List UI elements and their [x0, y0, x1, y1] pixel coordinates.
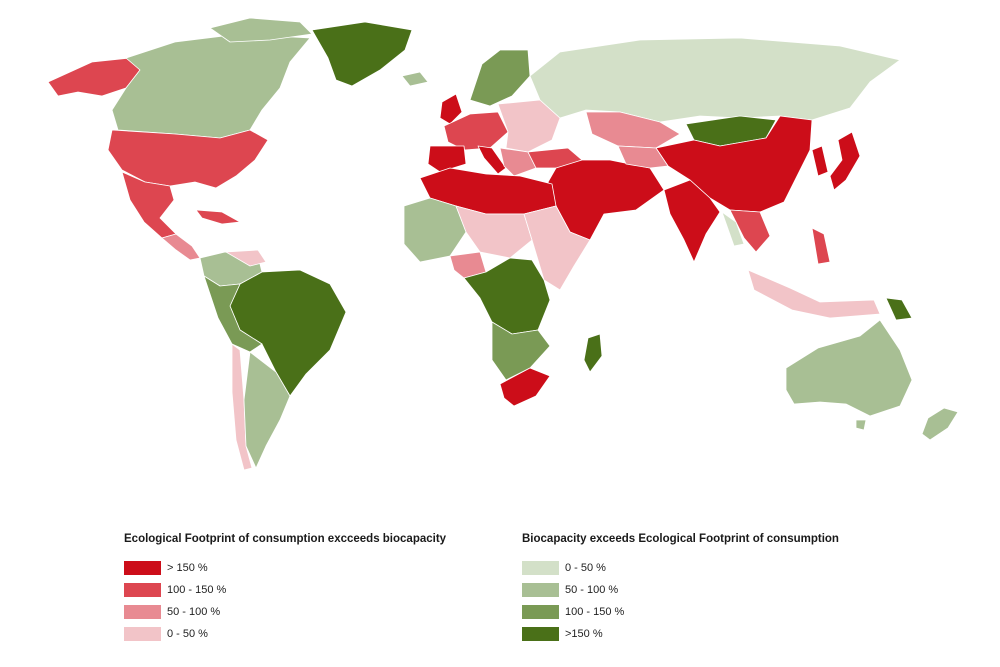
region-venezuela-north	[225, 249, 267, 267]
region-australia	[785, 319, 913, 417]
region-south-africa	[499, 367, 551, 407]
region-east-africa	[523, 205, 591, 291]
region-central-asia	[617, 145, 669, 169]
legend-item: 50 - 100 %	[522, 579, 839, 601]
legend-swatch	[522, 583, 559, 597]
legend-item: 100 - 150 %	[522, 601, 839, 623]
region-new-zealand	[921, 407, 959, 441]
legend-deficit-title: Ecological Footprint of consumption excc…	[124, 533, 447, 545]
region-india	[663, 179, 721, 263]
legend-label: > 150 %	[167, 562, 208, 574]
region-italy	[477, 145, 507, 175]
legend-item: 0 - 50 %	[522, 557, 839, 579]
legend-label: >150 %	[565, 628, 603, 640]
region-canada-islands	[209, 17, 313, 43]
legend-label: 50 - 100 %	[565, 584, 619, 596]
region-scandinavia	[469, 49, 531, 107]
region-iberia	[427, 145, 467, 173]
region-caribbean	[195, 209, 241, 225]
region-indonesia	[747, 269, 881, 319]
legend-reserve: Biocapacity exceeds Ecological Footprint…	[522, 533, 839, 645]
legend-reserve-title: Biocapacity exceeds Ecological Footprint…	[522, 533, 839, 545]
legend-swatch	[124, 561, 161, 575]
region-chile	[231, 343, 253, 471]
region-papua	[885, 297, 913, 321]
legend-item: 50 - 100 %	[124, 601, 446, 623]
region-balkans	[499, 147, 537, 177]
legend-swatch	[124, 605, 161, 619]
region-canada	[111, 33, 311, 139]
legend-item: 100 - 150 %	[124, 579, 446, 601]
legend-label: 0 - 50 %	[565, 562, 606, 574]
legend-swatch	[124, 583, 161, 597]
region-peru-bolivia	[203, 275, 263, 353]
region-korea-japan	[811, 131, 861, 191]
legend-label: 0 - 50 %	[167, 628, 208, 640]
region-philippines	[811, 227, 831, 265]
legend-item: >150 %	[522, 623, 839, 645]
legend-swatch	[124, 627, 161, 641]
legend-label: 100 - 150 %	[167, 584, 227, 596]
region-kazakhstan	[585, 111, 681, 149]
region-madagascar	[583, 333, 603, 373]
region-uk	[439, 93, 463, 125]
region-west-africa	[403, 197, 467, 263]
region-argentina	[243, 351, 291, 469]
legend-label: 100 - 150 %	[565, 606, 625, 618]
legend-swatch	[522, 605, 559, 619]
legend-item: > 150 %	[124, 557, 446, 579]
region-tasmania	[855, 419, 867, 431]
region-western-europe	[443, 111, 509, 151]
region-central-america	[161, 233, 201, 261]
legend-swatch	[522, 561, 559, 575]
world-map	[47, 17, 959, 471]
region-sea-green	[721, 211, 745, 247]
region-southern-africa	[491, 321, 551, 381]
region-mexico	[121, 171, 177, 239]
legend-label: 50 - 100 %	[167, 606, 221, 618]
legend-swatch	[522, 627, 559, 641]
region-iceland	[401, 71, 429, 87]
region-central-africa	[463, 257, 551, 335]
region-sahel	[455, 205, 533, 259]
region-greenland	[311, 21, 413, 87]
region-usa	[107, 129, 269, 189]
legend-deficit: Ecological Footprint of consumption excc…	[124, 533, 446, 645]
region-russia	[529, 37, 901, 123]
legend-item: 0 - 50 %	[124, 623, 446, 645]
